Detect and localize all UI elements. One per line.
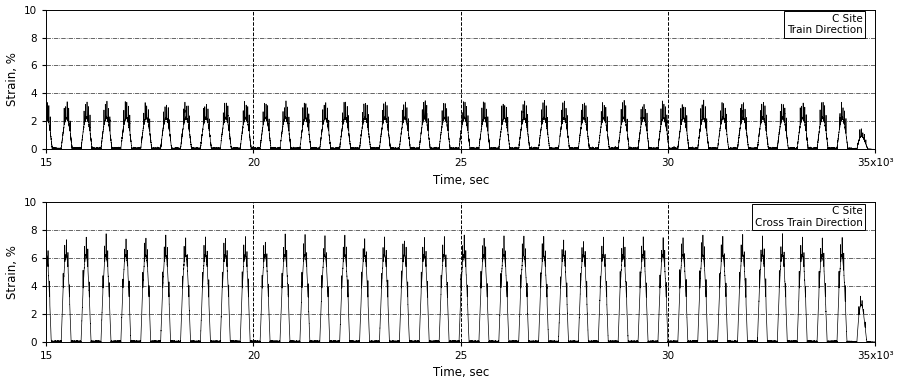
Text: C Site
Cross Train Direction: C Site Cross Train Direction: [755, 206, 863, 228]
Text: C Site
Train Direction: C Site Train Direction: [787, 14, 863, 35]
Y-axis label: Strain, %: Strain, %: [5, 52, 19, 106]
X-axis label: Time, sec: Time, sec: [432, 367, 489, 380]
Y-axis label: Strain, %: Strain, %: [5, 245, 19, 299]
X-axis label: Time, sec: Time, sec: [432, 174, 489, 187]
